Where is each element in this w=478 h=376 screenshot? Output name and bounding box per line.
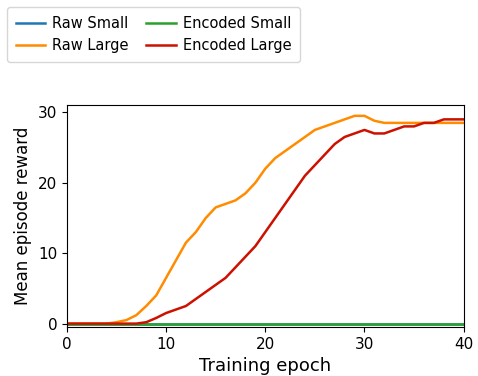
Y-axis label: Mean episode reward: Mean episode reward [14, 127, 33, 305]
Legend: Raw Small, Raw Large, Encoded Small, Encoded Large: Raw Small, Raw Large, Encoded Small, Enc… [7, 7, 300, 62]
X-axis label: Training epoch: Training epoch [199, 358, 331, 375]
